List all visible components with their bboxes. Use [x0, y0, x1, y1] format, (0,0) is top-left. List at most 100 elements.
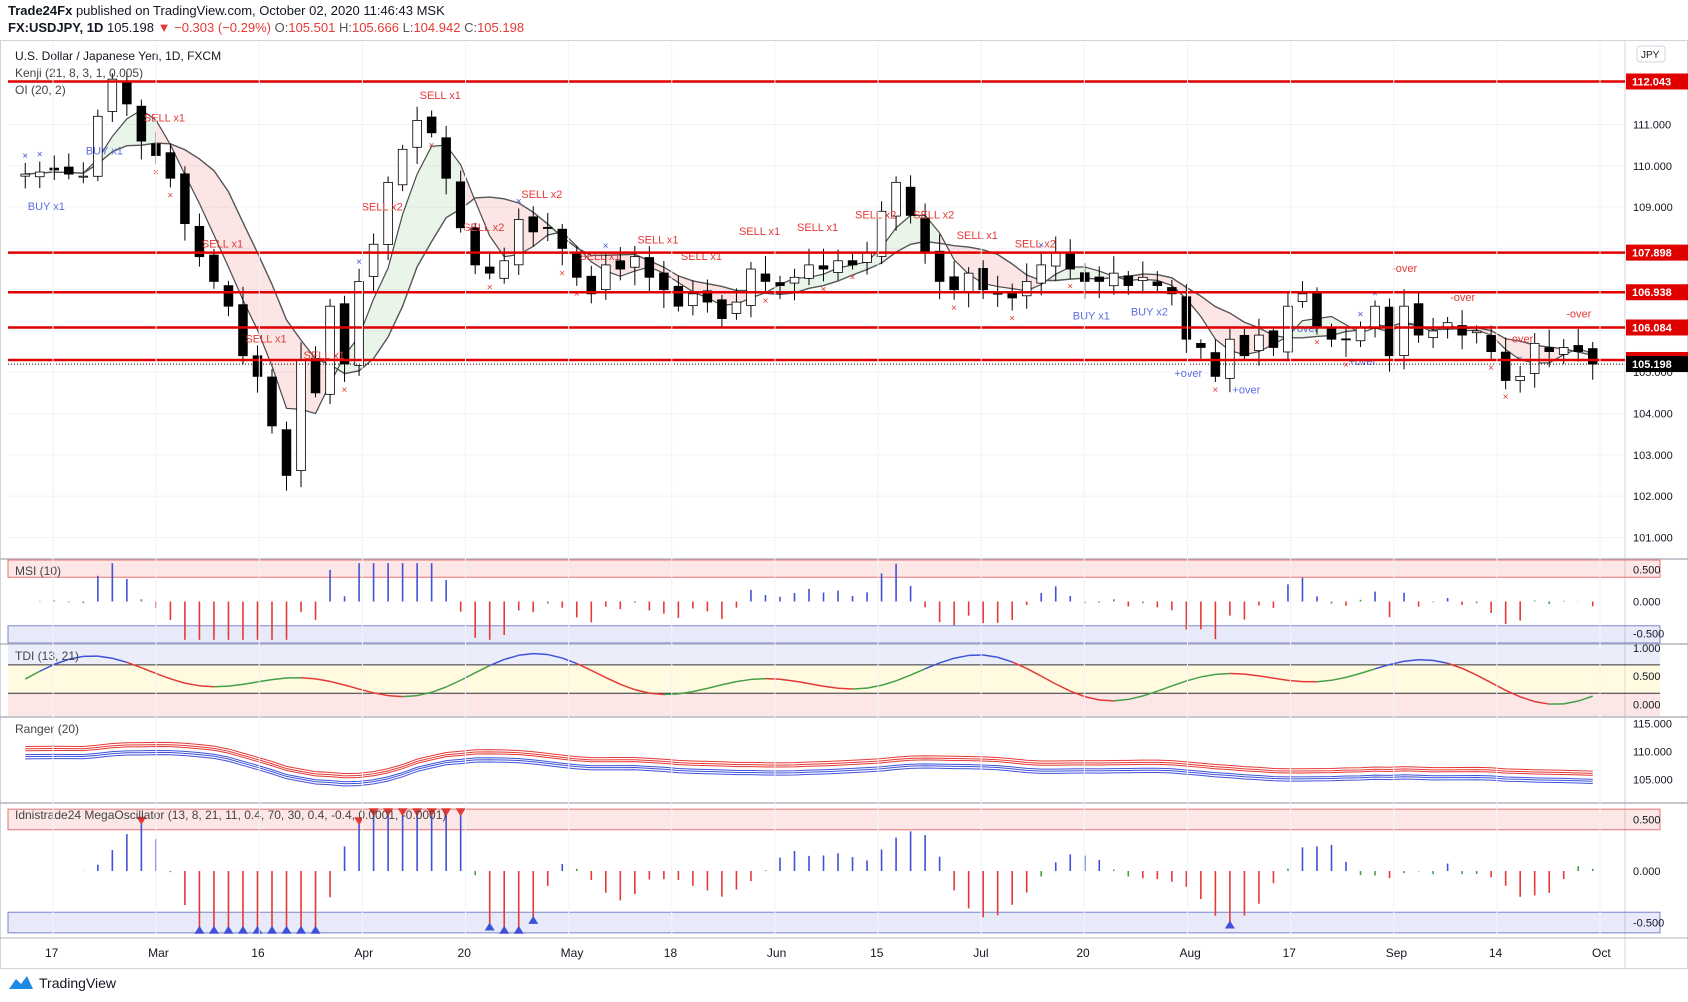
tdi-line-segment	[228, 683, 244, 687]
tdi-line-segment	[1577, 695, 1593, 702]
tdi-line-segment	[939, 657, 955, 664]
tdi-line-segment	[1040, 675, 1057, 685]
candle-body	[586, 275, 597, 295]
ranger-band	[25, 741, 1593, 775]
time-tick-label: Mar	[148, 946, 169, 960]
tdi-line-segment	[1055, 683, 1071, 692]
candle-body	[760, 273, 771, 282]
candle-body	[1515, 375, 1525, 381]
candle-body	[1355, 326, 1366, 342]
time-tick-label: 14	[1489, 946, 1503, 960]
candle-body	[1471, 330, 1482, 334]
candle-body	[325, 305, 335, 395]
tdi-line-segment	[388, 694, 403, 698]
tdi-line-segment	[54, 658, 70, 666]
down-arrow-icon: ▼	[157, 20, 171, 35]
time-tick-label: 17	[45, 946, 59, 960]
candle-body	[1384, 306, 1395, 357]
candle-body	[934, 250, 945, 282]
tdi-line-segment	[808, 682, 824, 688]
tdi-line-segment	[1084, 695, 1100, 701]
chart-canvas[interactable]: 101.000 102.000 103.000 104.000 105.000 106.0…	[0, 40, 1688, 972]
signal-cross-mark: ×	[1009, 314, 1015, 325]
ranger-tick-label: 105.000	[1633, 775, 1673, 787]
tdi-line-segment	[141, 666, 157, 675]
candle-body	[1283, 305, 1293, 353]
mega-sell-triangle	[426, 808, 437, 817]
tdi-line-segment	[199, 685, 214, 688]
cloud-segment	[373, 268, 389, 359]
candle-body	[557, 228, 568, 249]
candle-body	[354, 281, 364, 366]
tdi-line-segment	[997, 656, 1013, 663]
msi-legend: MSI (10)	[15, 564, 61, 578]
tdi-line-segment	[344, 684, 360, 690]
candle-body	[746, 268, 756, 306]
candle-body	[615, 260, 626, 270]
candle-body	[644, 257, 655, 278]
tdi-line-segment	[779, 678, 795, 682]
quote-line: FX:USDJPY, 1D 105.198 ▼ −0.303 (−0.29%) …	[8, 20, 524, 35]
tdi-line-segment	[983, 654, 998, 659]
open-value: 105.501	[288, 20, 336, 35]
candle-body	[1021, 281, 1032, 297]
signal-cross-mark: ×	[762, 296, 768, 307]
price-tick-label: 104.000	[1633, 409, 1673, 421]
tradingview-brand: TradingView	[39, 975, 117, 991]
tdi-line-segment	[504, 654, 519, 661]
tdi-line-segment	[895, 674, 911, 682]
candle-body	[1326, 328, 1337, 340]
tdi-line-segment	[1200, 673, 1216, 678]
tdi-upper-zone	[8, 645, 1660, 665]
tdi-line-segment	[576, 662, 592, 672]
low-value: 104.942	[413, 20, 461, 35]
signal-cross-mark: ×	[850, 272, 856, 283]
signal-label: BUY x1	[86, 145, 123, 157]
candle-body	[223, 285, 234, 307]
mega-sell-triangle	[354, 817, 365, 826]
tdi-line-segment	[852, 687, 868, 690]
tdi-line-segment	[474, 664, 491, 674]
candle-body	[1196, 343, 1206, 348]
tdi-line-segment	[1461, 667, 1477, 676]
tdi-line-segment	[97, 655, 113, 659]
tdi-tick-label: 0.000	[1633, 700, 1661, 712]
cloud-segment	[1200, 296, 1216, 340]
level-price-badge	[1626, 319, 1688, 336]
level-price-label: 106.084	[1632, 322, 1673, 334]
tdi-line-segment	[1113, 698, 1129, 702]
candle-body	[891, 181, 901, 217]
signal-label: -over	[1392, 263, 1417, 275]
cloud-segment	[199, 158, 214, 235]
signal-label: SELL x2	[521, 189, 562, 201]
candle-body	[847, 260, 858, 266]
candle-body	[1268, 330, 1279, 348]
level-price-badge	[1626, 284, 1688, 301]
time-tick-label: Jun	[767, 946, 786, 960]
tdi-line-segment	[953, 654, 969, 659]
signal-cross-mark: ×	[1314, 338, 1320, 349]
tradingview-footer[interactable]: TradingView	[8, 974, 116, 992]
indicator-legend: Kenji (21, 8, 3, 1, 0.005)	[15, 66, 143, 80]
mega-overbought-zone	[7, 808, 1661, 831]
signal-cross-mark: ×	[821, 284, 827, 295]
publisher-name[interactable]: Trade24Fx	[8, 3, 73, 18]
mega-buy-triangle	[310, 925, 321, 934]
tdi-line-segment	[1360, 668, 1376, 675]
time-tick-label: Oct	[1592, 946, 1611, 960]
tdi-mid-zone	[8, 664, 1660, 694]
time-tick-label: Aug	[1179, 946, 1200, 960]
open-label: O:	[274, 20, 289, 35]
signal-cross-mark: ×	[1038, 241, 1044, 252]
tdi-line-segment	[329, 680, 345, 686]
time-tick-label: Jul	[973, 946, 988, 960]
candle-body	[949, 276, 959, 291]
signal-label: SELL x1	[420, 90, 461, 102]
candle-body	[238, 304, 248, 357]
signal-label: SELL x1	[144, 113, 185, 125]
candle-body	[1167, 287, 1177, 295]
candle-body	[383, 181, 393, 245]
tdi-line-segment	[750, 677, 766, 681]
currency-badge-label: JPY	[1641, 50, 1660, 61]
cloud-segment	[271, 284, 287, 409]
